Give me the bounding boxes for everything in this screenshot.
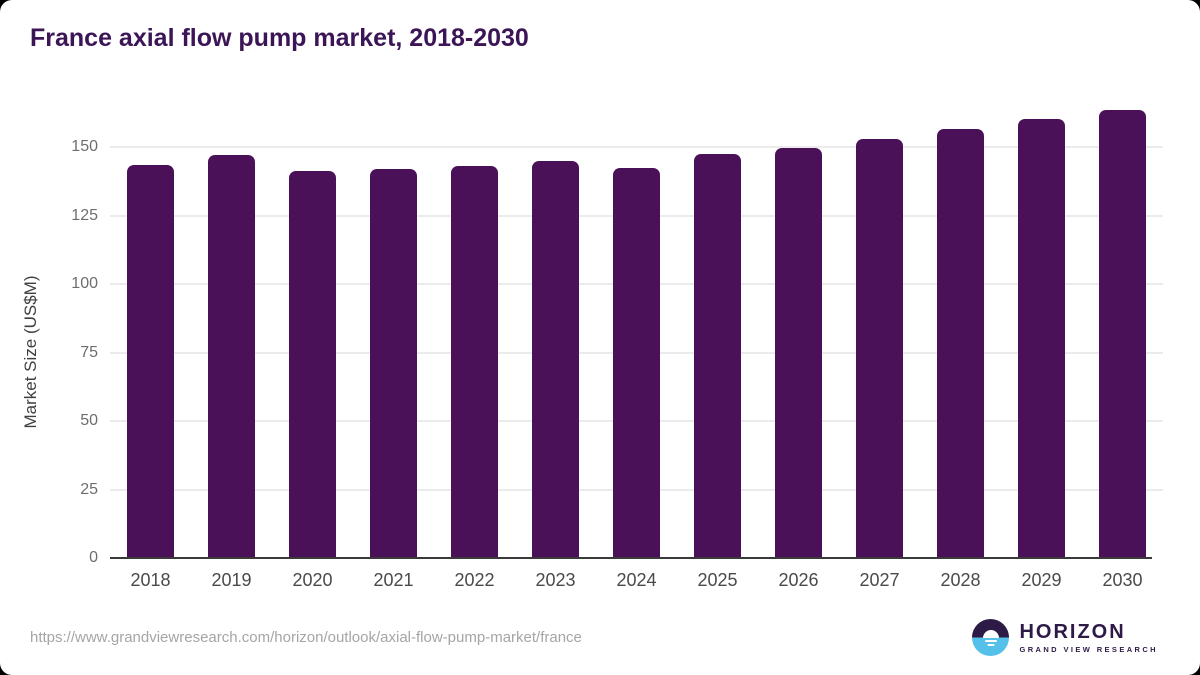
bar-2018 [127,164,174,558]
x-tick-label-2020: 2020 [292,570,333,590]
bar-2029 [1018,118,1065,558]
x-tick-label-2029: 2029 [1021,570,1062,590]
bar-2020 [289,171,336,558]
bar-slot-2022 [434,98,515,558]
sun-shape [982,629,999,638]
y-tick-label: 25 [80,480,98,498]
bar-2027 [856,139,903,558]
y-tick-label: 0 [89,549,98,566]
x-tick-label-2028: 2028 [940,570,981,590]
bar-2021 [370,168,417,558]
x-tick-label-2022: 2022 [454,570,495,590]
bar-slot-2019 [191,98,272,558]
logo-text: HORIZON GRAND VIEW RESEARCH [1019,621,1158,654]
bar-2023 [532,161,579,558]
x-tick-label-2030: 2030 [1102,570,1143,590]
x-tick-label-2023: 2023 [535,570,576,590]
logo-name: HORIZON [1019,621,1126,643]
bar-slot-2028 [920,98,1001,558]
bar-2028 [937,129,984,558]
x-tick-label-2019: 2019 [211,570,252,590]
x-tick-label-2027: 2027 [859,570,900,590]
bar-series [110,98,1163,558]
y-axis-tick-labels: 0 25 50 75 100 125 150 [0,98,98,566]
bar-slot-2024 [596,98,677,558]
y-tick-label: 75 [80,343,98,361]
y-tick-label: 100 [71,275,98,293]
x-tick-label-2026: 2026 [778,570,819,590]
y-tick-label: 50 [80,412,98,430]
source-url: https://www.grandviewresearch.com/horizo… [30,629,582,646]
bar-2026 [775,148,822,558]
plot-area [110,98,1163,559]
sunset-circle-icon [972,619,1010,656]
bar-2025 [694,154,741,558]
x-axis-tick-labels: 2018 2019 2020 2021 2022 2023 2024 2025 2026 2027… [110,570,1163,591]
gridline [110,146,1163,149]
reflection-line [984,640,997,642]
bar-slot-2025 [677,98,758,558]
bar-2024 [613,168,660,558]
bar-slot-2029 [1001,98,1082,558]
logo-subtitle: GRAND VIEW RESEARCH [1019,645,1158,654]
bar-slot-2026 [758,98,839,558]
horizon-logo: HORIZON GRAND VIEW RESEARCH [972,619,1158,656]
reflection-line [987,644,995,646]
chart-title: France axial flow pump market, 2018-2030 [30,24,529,52]
bar-slot-2018 [110,98,191,558]
y-tick-label: 125 [71,206,98,224]
x-tick-label-2018: 2018 [130,570,171,590]
bar-slot-2020 [272,98,353,558]
bar-2030 [1099,109,1146,558]
bar-slot-2030 [1082,98,1163,558]
bar-slot-2021 [353,98,434,558]
x-tick-label-2021: 2021 [373,570,414,590]
bar-2022 [451,165,498,558]
bar-2019 [208,154,255,558]
y-tick-label: 150 [71,138,98,156]
x-tick-label-2024: 2024 [616,570,657,590]
x-axis-line [110,557,1153,559]
x-tick-label-2025: 2025 [697,570,738,590]
bar-slot-2023 [515,98,596,558]
bar-slot-2027 [839,98,920,558]
